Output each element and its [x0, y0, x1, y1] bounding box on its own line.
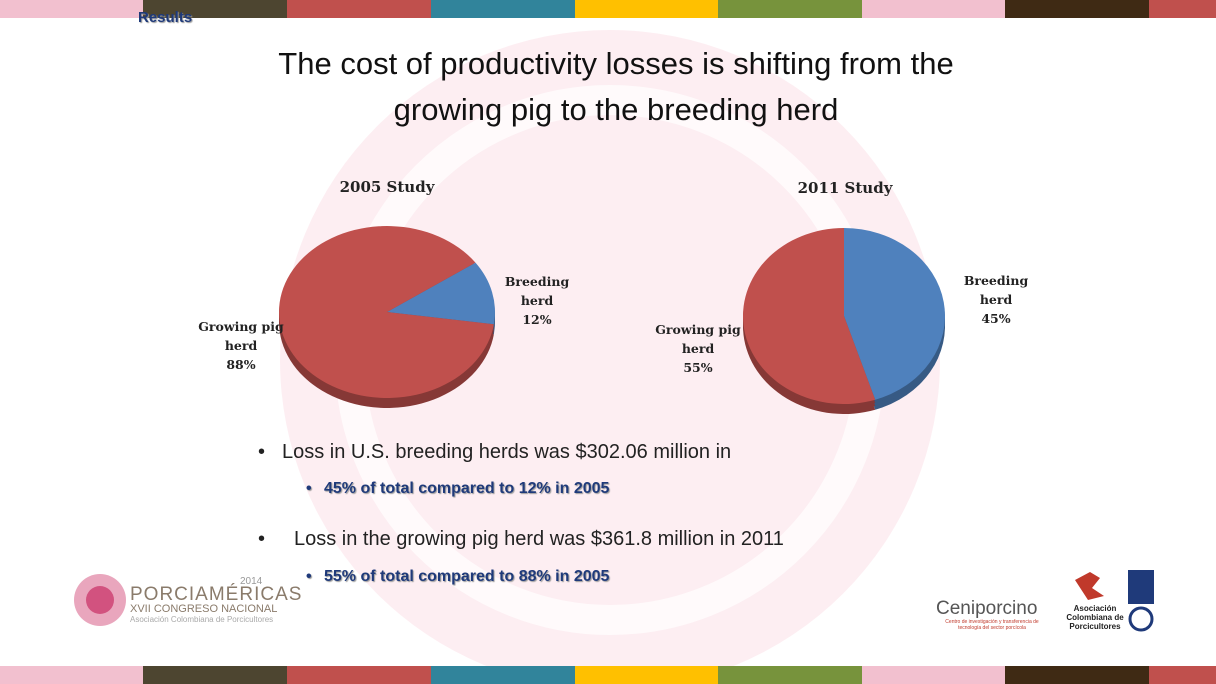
- color-bar: [143, 666, 287, 684]
- logo-mark: [1075, 572, 1104, 600]
- color-bar: [718, 666, 862, 684]
- color-bar: [1149, 666, 1216, 684]
- color-bar: [862, 666, 1005, 684]
- bullet-text: Loss in the growing pig herd was $361.8 …: [294, 528, 784, 550]
- slice-value-label: 55%: [683, 360, 713, 375]
- color-bar: [1005, 0, 1149, 18]
- logo-text: Asociación Colombiana de Porcicultores: [1066, 604, 1124, 631]
- sub-bullet-text: 45% of total compared to 12% in 2005: [324, 480, 610, 497]
- slice-label: Growing pig herd: [655, 322, 741, 356]
- slice-value-label: 45%: [981, 311, 1011, 326]
- color-bar: [1149, 0, 1216, 18]
- bullet-text: Loss in U.S. breeding herds was $302.06 …: [282, 441, 732, 463]
- slice-label: Growing pig herd: [198, 319, 284, 353]
- slice: [742, 228, 876, 405]
- chart-title: 2011 Study: [797, 179, 893, 197]
- slide-title: growing pig to the breeding herd: [393, 92, 839, 127]
- logo-text: Asociación Colombiana de Porcicultores: [130, 615, 274, 624]
- color-bar: [431, 0, 575, 18]
- slice-label: Breeding herd: [504, 274, 570, 308]
- chart-title: 2005 Study: [339, 178, 435, 196]
- logo-mark: [86, 586, 114, 614]
- logo-text: Centro de investigación y transferencia …: [945, 619, 1039, 631]
- slice-value-label: 88%: [226, 357, 256, 372]
- logo-mark: [1128, 606, 1154, 632]
- color-bar: [718, 0, 862, 18]
- sub-bullet: •: [306, 568, 312, 585]
- color-bar: [287, 666, 431, 684]
- color-bar: [0, 666, 143, 684]
- color-bar: [575, 0, 718, 18]
- color-bar: [862, 0, 1005, 18]
- color-bar: [287, 0, 431, 18]
- color-bar: [1005, 666, 1149, 684]
- slice-value-label: 12%: [522, 312, 552, 327]
- logo-text: PORCIAMÉRICAS: [130, 584, 303, 605]
- slide-title: The cost of productivity losses is shift…: [278, 46, 954, 81]
- slice: [844, 228, 945, 400]
- logo-mark: [1128, 570, 1154, 604]
- slice: [279, 226, 494, 398]
- color-bar: [431, 666, 575, 684]
- sub-bullet: •: [306, 480, 312, 497]
- color-bar: [0, 0, 143, 18]
- color-bar: [143, 0, 287, 18]
- bullet: •: [258, 441, 266, 463]
- sub-bullet-text: 55% of total compared to 88% in 2005: [324, 568, 610, 585]
- logo-year: 2014: [240, 576, 263, 587]
- logo-text: Ceniporcino: [936, 598, 1038, 619]
- globe: [280, 30, 940, 684]
- color-bar: [575, 666, 718, 684]
- section-label: Results: [138, 9, 193, 26]
- slice-label: Breeding herd: [963, 273, 1029, 307]
- bullet: •: [258, 528, 266, 550]
- slice: [387, 262, 495, 325]
- logo-text: XVII CONGRESO NACIONAL: [130, 603, 278, 615]
